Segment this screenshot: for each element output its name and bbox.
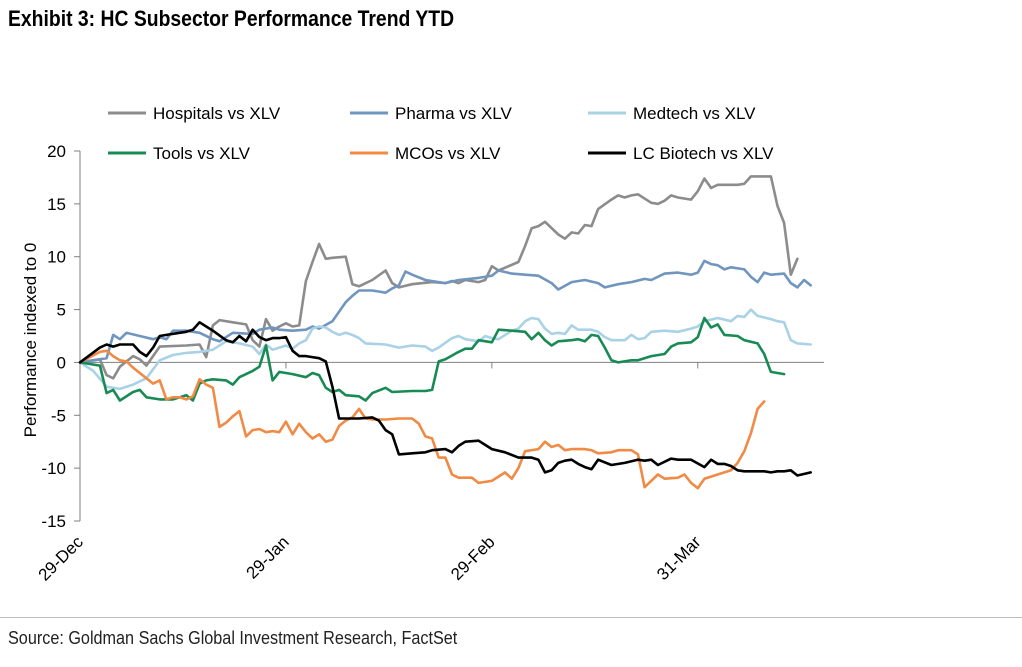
x-tick-label: 29-Feb bbox=[447, 532, 499, 584]
y-axis-title: Performance indexed to 0 bbox=[21, 243, 40, 438]
x-tick-label: 29-Dec bbox=[35, 532, 88, 585]
series-line-mcos-vs-xlv bbox=[78, 349, 766, 490]
y-tick-label: 15 bbox=[47, 195, 66, 214]
chart-legend: Hospitals vs XLV Pharma vs XLV Medtech vs … bbox=[108, 104, 774, 163]
series-lines bbox=[78, 175, 812, 490]
line-chart: Hospitals vs XLV Pharma vs XLV Medtech vs … bbox=[21, 104, 824, 585]
y-tick-label: -10 bbox=[41, 459, 66, 478]
y-tick-label: 20 bbox=[47, 142, 66, 161]
y-tick-label: 0 bbox=[57, 353, 66, 372]
y-axis: -15 -10 -5 0 5 10 15 20 bbox=[41, 142, 81, 531]
y-tick-label: -15 bbox=[41, 512, 66, 531]
series-line-medtech-vs-xlv bbox=[78, 308, 812, 391]
x-tick-label: 29-Jan bbox=[243, 532, 293, 582]
legend-label-medtech-vs-xlv: Medtech vs XLV bbox=[633, 104, 756, 123]
legend-label-lc-biotech-vs-xlv: LC Biotech vs XLV bbox=[633, 144, 774, 163]
series-line-lc-biotech-vs-xlv bbox=[78, 321, 812, 477]
series-line-hospitals-vs-xlv bbox=[78, 175, 799, 380]
y-tick-label: 10 bbox=[47, 248, 66, 267]
legend-label-mcos-vs-xlv: MCOs vs XLV bbox=[395, 144, 501, 163]
x-tick-label: 31-Mar bbox=[653, 532, 705, 584]
legend-label-tools-vs-xlv: Tools vs XLV bbox=[153, 144, 251, 163]
source-note: Source: Goldman Sachs Global Investment … bbox=[8, 628, 458, 648]
y-tick-label: -5 bbox=[51, 406, 66, 425]
series-line-pharma-vs-xlv bbox=[78, 259, 812, 364]
footer-divider bbox=[0, 617, 1022, 618]
exhibit-title: Exhibit 3: HC Subsector Performance Tren… bbox=[8, 6, 455, 31]
series-line-tools-vs-xlv bbox=[78, 316, 786, 402]
legend-label-hospitals-vs-xlv: Hospitals vs XLV bbox=[153, 104, 281, 123]
y-tick-label: 5 bbox=[57, 301, 66, 320]
x-axis: 29-Dec 29-Jan 29-Feb 31-Mar bbox=[35, 361, 824, 585]
legend-label-pharma-vs-xlv: Pharma vs XLV bbox=[395, 104, 513, 123]
